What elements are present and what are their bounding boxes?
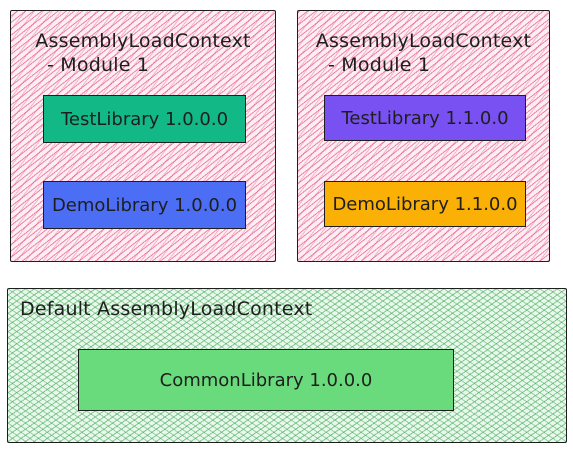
context-title-line2: - Module 1 (47, 54, 150, 76)
context-title-line2: - Module 1 (328, 54, 431, 76)
common-library-node: CommonLibrary 1.0.0.0 (78, 349, 454, 411)
default-context-title: Default AssemblyLoadContext (20, 298, 313, 320)
module-context-left: AssemblyLoadContext - Module 1 TestLibra… (10, 10, 276, 262)
test-library-node: TestLibrary 1.1.0.0 (324, 95, 526, 141)
module-context-right: AssemblyLoadContext - Module 1 TestLibra… (297, 10, 550, 262)
default-context: Default AssemblyLoadContext CommonLibrar… (7, 288, 567, 443)
test-library-node: TestLibrary 1.0.0.0 (43, 95, 246, 143)
demo-library-node: DemoLibrary 1.1.0.0 (324, 181, 526, 227)
context-title-line1: AssemblyLoadContext (35, 30, 251, 52)
demo-library-node: DemoLibrary 1.0.0.0 (43, 181, 246, 229)
context-title-line1: AssemblyLoadContext (315, 30, 532, 52)
